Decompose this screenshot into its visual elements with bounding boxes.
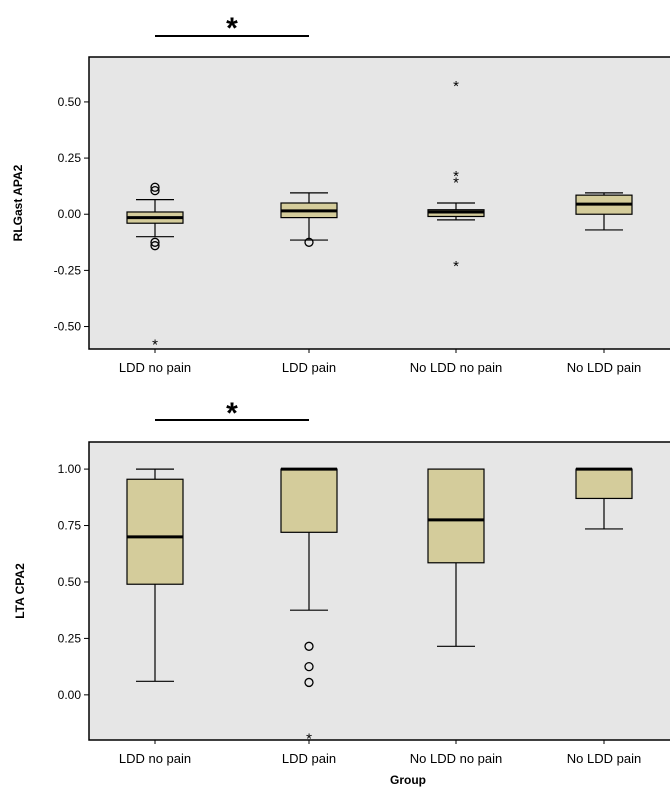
box-3: ****	[427, 78, 485, 275]
y-tick-label: 0.50	[58, 95, 82, 109]
box-1: *	[126, 182, 184, 353]
outlier-point	[150, 241, 160, 251]
y-tick-label: 1.00	[58, 462, 82, 476]
chart-panel-1: 0.50 0.25 0.00 -0.25 -0.50 LDD no pain LDD pai…	[11, 12, 670, 375]
box-1	[126, 468, 184, 682]
y-tick-label: 0.00	[58, 688, 82, 702]
x-tick-label: LDD no pain	[119, 751, 191, 766]
plot-area	[88, 441, 670, 741]
outlier-point	[150, 185, 160, 196]
x-axis-title: Group	[390, 773, 426, 787]
outlier-point	[150, 182, 160, 192]
extreme-point: *	[453, 175, 459, 192]
significance-marker: *	[226, 397, 238, 430]
outlier-point	[304, 641, 314, 651]
outlier-point	[304, 237, 314, 247]
x-tick-label: No LDD no pain	[410, 360, 503, 375]
extreme-point: *	[453, 78, 459, 95]
significance-marker: *	[226, 12, 238, 45]
y-tick-label: 0.50	[58, 575, 82, 589]
box-4	[575, 467, 633, 530]
box-3	[427, 468, 485, 647]
box-2: *	[280, 467, 338, 748]
extreme-point: *	[306, 731, 312, 748]
y-axis-title: RLGast APA2	[11, 164, 25, 241]
box-4	[575, 192, 633, 231]
chart-panel-2: 1.00 0.75 0.50 0.25 0.00 LDD no pain LDD pain N…	[13, 397, 670, 787]
box-iqr	[427, 468, 485, 564]
extreme-point: *	[453, 168, 459, 185]
box-iqr	[280, 468, 338, 533]
x-tick-label: No LDD pain	[567, 360, 641, 375]
y-tick-label: 0.75	[58, 519, 82, 533]
y-tick-label: -0.50	[54, 320, 82, 334]
x-tick-label: LDD no pain	[119, 360, 191, 375]
y-axis-title: LTA CPA2	[13, 563, 27, 619]
y-tick-label: 0.25	[58, 151, 82, 165]
y-tick-label: -0.25	[54, 263, 82, 277]
x-tick-label: No LDD no pain	[410, 751, 503, 766]
outlier-point	[304, 677, 314, 688]
outlier-point	[150, 237, 160, 247]
x-tick-label: LDD pain	[282, 751, 336, 766]
x-tick-label: LDD pain	[282, 360, 336, 375]
box-iqr	[126, 478, 184, 585]
box-2	[280, 192, 338, 247]
plot-area	[88, 56, 670, 350]
x-tick-label: No LDD pain	[567, 751, 641, 766]
extreme-point: *	[152, 336, 158, 353]
extreme-point: *	[453, 258, 459, 275]
y-tick-label: 0.25	[58, 631, 82, 645]
box-iqr	[575, 468, 633, 500]
outlier-point	[304, 661, 314, 672]
y-tick-label: 0.00	[58, 207, 82, 221]
